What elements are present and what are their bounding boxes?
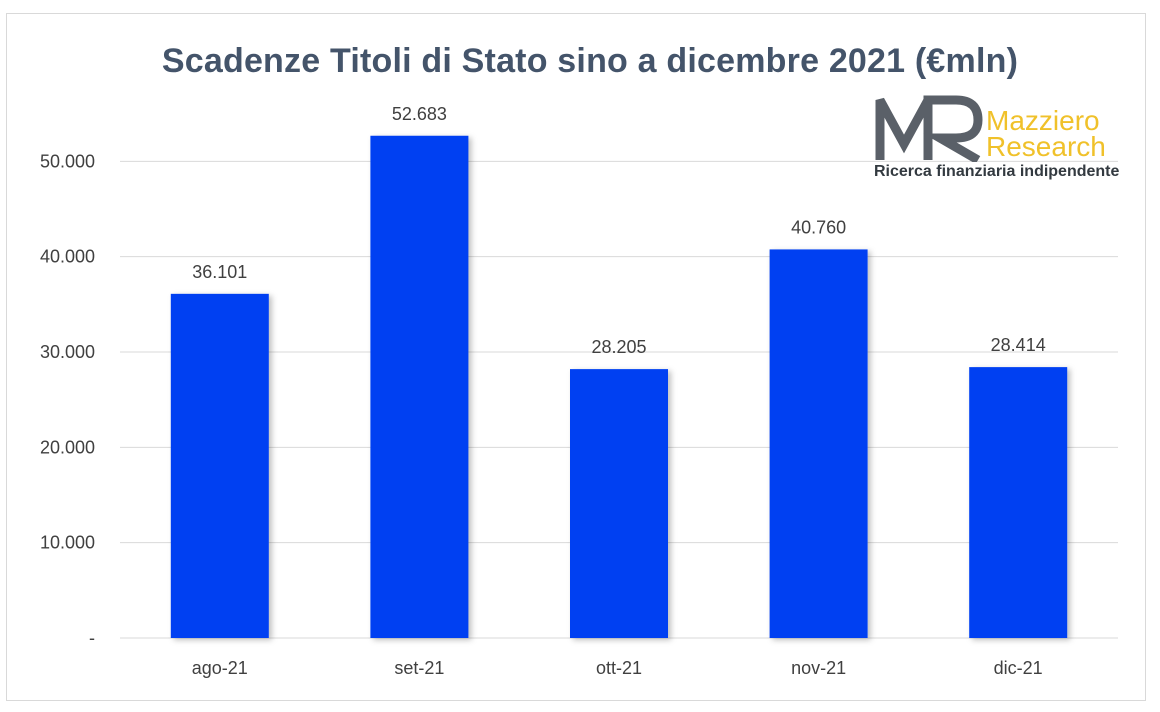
- x-tick-label: set-21: [394, 658, 444, 678]
- y-tick-label: -: [89, 628, 95, 648]
- data-label: 36.101: [192, 262, 247, 282]
- x-tick-label: dic-21: [994, 658, 1043, 678]
- chart-title: Scadenze Titoli di Stato sino a dicembre…: [161, 42, 1019, 80]
- y-tick-label: 40.000: [40, 247, 95, 267]
- bar-dic-21: [969, 367, 1068, 638]
- mr-logo-mark-icon: [875, 95, 983, 162]
- x-tick-label: ago-21: [192, 658, 248, 678]
- data-label: 28.414: [991, 335, 1046, 355]
- data-label: 40.760: [791, 217, 846, 237]
- mazziero-research-logo: Mazziero Research Ricerca finanziaria in…: [874, 94, 1126, 186]
- bar-ago-21: [170, 293, 269, 638]
- y-tick-label: 20.000: [40, 437, 95, 457]
- logo-name-line2: Research: [986, 131, 1106, 162]
- labels: - 10.000 20.000 30.000 40.000 50.000 36.101 ago…: [40, 104, 1046, 678]
- bar-nov-21: [769, 249, 868, 638]
- data-label: 28.205: [591, 337, 646, 357]
- bars: [170, 135, 1068, 638]
- y-tick-label: 30.000: [40, 342, 95, 362]
- logo-name-line1: Mazziero: [986, 105, 1100, 136]
- x-tick-label: ott-21: [596, 658, 642, 678]
- data-label: 52.683: [392, 104, 447, 124]
- bar-set-21: [370, 135, 469, 638]
- y-tick-label: 50.000: [40, 151, 95, 171]
- x-tick-label: nov-21: [791, 658, 846, 678]
- logo-name: Mazziero Research: [986, 105, 1106, 162]
- y-tick-label: 10.000: [40, 533, 95, 553]
- bar-ott-21: [570, 369, 668, 638]
- logo-tagline: Ricerca finanziaria indipendente: [874, 163, 1120, 180]
